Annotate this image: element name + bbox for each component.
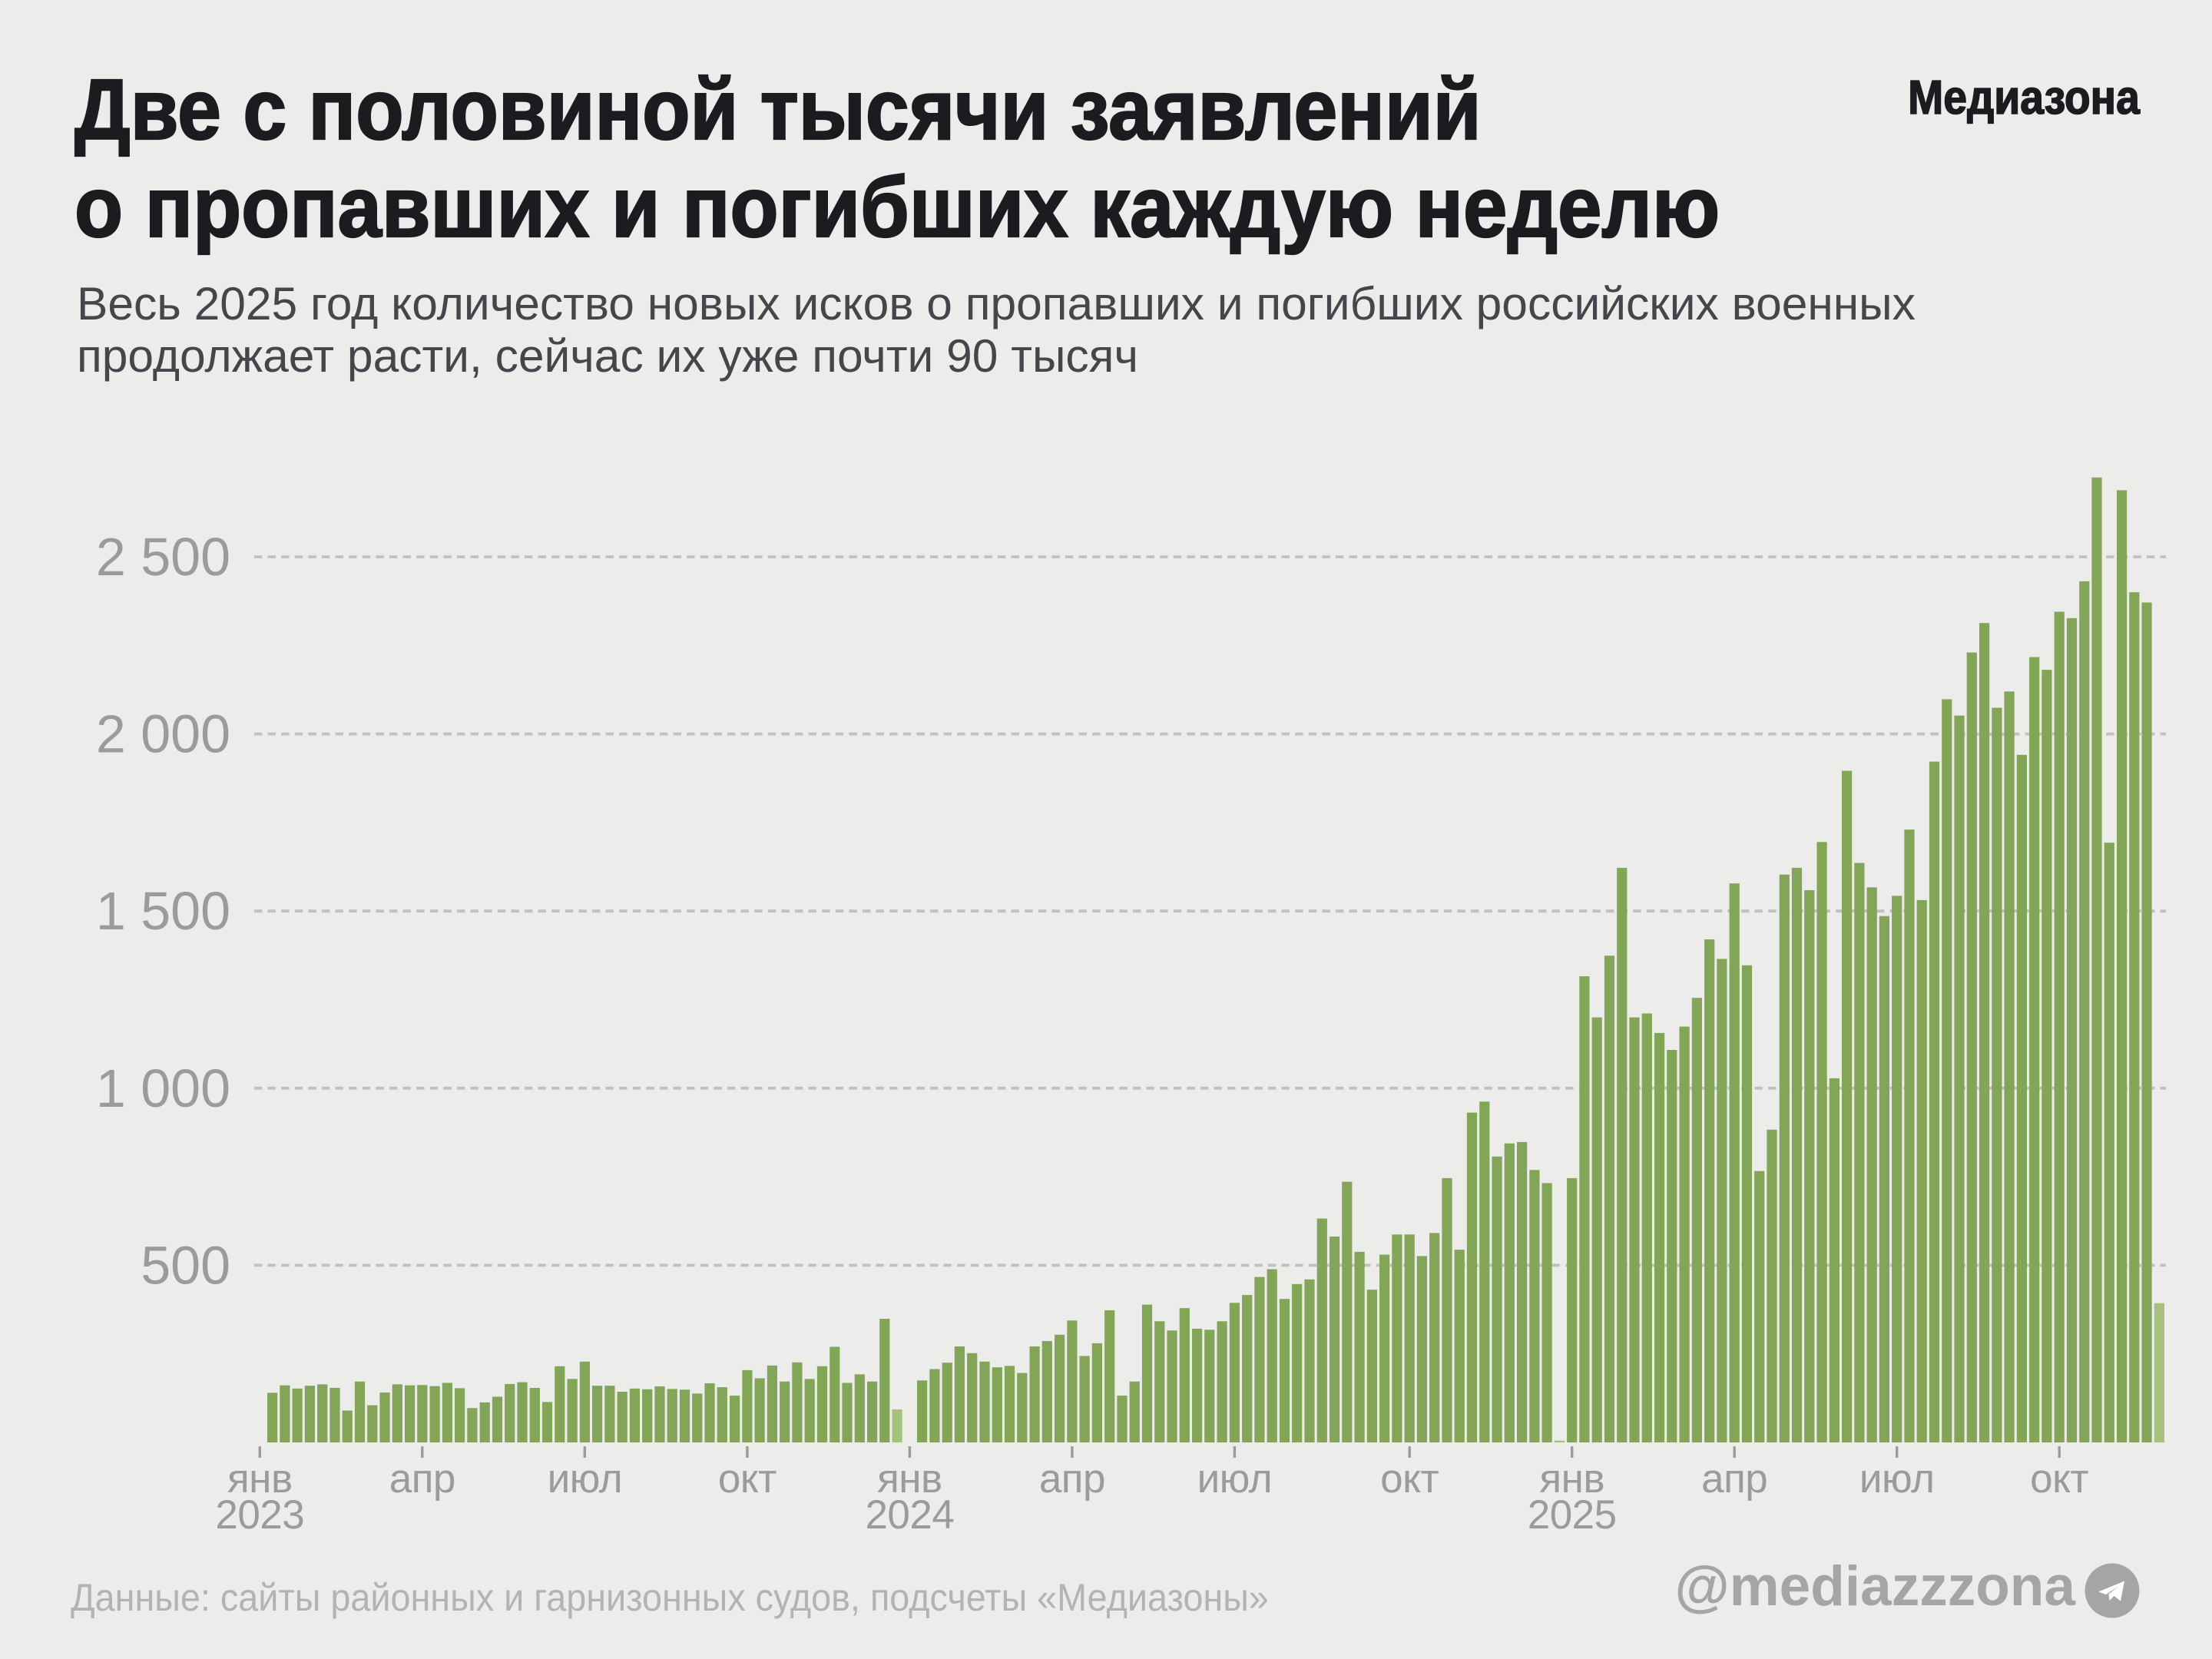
svg-text:1 500: 1 500 bbox=[96, 881, 230, 941]
svg-text:апр: апр bbox=[389, 1456, 455, 1502]
svg-text:июл: июл bbox=[1197, 1456, 1273, 1502]
svg-text:2 000: 2 000 bbox=[96, 704, 230, 764]
svg-text:окт: окт bbox=[2030, 1456, 2088, 1502]
svg-text:янв: янв bbox=[227, 1456, 293, 1502]
svg-text:янв: янв bbox=[1539, 1456, 1604, 1502]
svg-text:янв: янв bbox=[877, 1456, 942, 1502]
svg-text:окт: окт bbox=[1380, 1456, 1439, 1502]
svg-text:2024: 2024 bbox=[865, 1492, 954, 1538]
svg-text:апр: апр bbox=[1701, 1456, 1767, 1502]
svg-text:июл: июл bbox=[1859, 1456, 1935, 1502]
svg-text:июл: июл bbox=[548, 1456, 623, 1502]
svg-text:апр: апр bbox=[1039, 1456, 1105, 1502]
svg-text:2 500: 2 500 bbox=[96, 527, 230, 587]
svg-text:окт: окт bbox=[718, 1456, 777, 1502]
svg-text:500: 500 bbox=[141, 1235, 230, 1295]
svg-text:2025: 2025 bbox=[1528, 1492, 1617, 1538]
svg-text:1 000: 1 000 bbox=[96, 1058, 230, 1118]
svg-text:2023: 2023 bbox=[215, 1492, 304, 1538]
